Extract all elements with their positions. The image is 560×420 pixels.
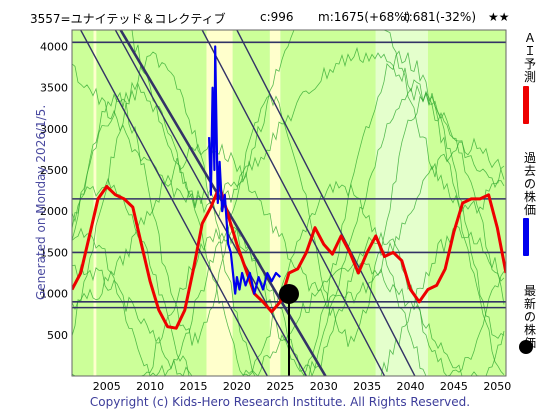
band — [269, 30, 281, 376]
latest-marker — [279, 283, 299, 376]
band — [427, 30, 506, 376]
max-value: m:1675(+68%) — [318, 10, 411, 24]
legend-latest-dot — [519, 340, 533, 354]
x-tick-label: 2030 — [310, 380, 338, 393]
band — [232, 30, 270, 376]
band — [96, 30, 207, 376]
x-tick-label: 2050 — [483, 380, 511, 393]
green-trace — [71, 137, 505, 311]
y-tick-label: 3000 — [40, 123, 68, 136]
x-tick-label: 2040 — [397, 380, 425, 393]
chart-title: 3557=ユナイテッド＆コレクティブ — [30, 12, 226, 26]
x-tick-label: 2035 — [353, 380, 381, 393]
legend-ai-label: ＡＩ予測 — [523, 31, 536, 84]
band — [93, 30, 97, 376]
min-value: t:681(-32%) — [404, 10, 477, 24]
x-tick-label: 2045 — [440, 380, 468, 393]
series-lines — [72, 45, 506, 330]
trend-line — [236, 30, 416, 376]
rating-stars: ★★ — [488, 10, 510, 24]
copyright: Copyright (c) Kids-Hero Research Institu… — [89, 395, 471, 409]
x-tick-label: 2010 — [136, 380, 164, 393]
band — [72, 30, 94, 376]
x-tick-label: 2015 — [180, 380, 208, 393]
y-tick-label: 500 — [47, 329, 68, 342]
green-trace — [72, 29, 505, 217]
y-tick-label: 1500 — [40, 246, 68, 259]
past-price-line — [208, 45, 282, 295]
legend-past-label: 過去の株価 — [523, 151, 536, 217]
axes: 2005 2010 2015 2020 2025 2030 2035 2040 2045 2050… — [40, 29, 511, 393]
y-tick-label: 2000 — [40, 205, 68, 218]
y-tick-label: 4000 — [40, 40, 68, 53]
legend-past-swatch — [523, 218, 529, 256]
latest-point — [279, 283, 299, 304]
trend-line — [80, 30, 268, 376]
x-tick-label: 2025 — [266, 380, 294, 393]
x-tick-label: 2005 — [93, 380, 121, 393]
trend-line — [201, 30, 386, 376]
green-trace — [71, 46, 505, 207]
y-tick-label: 3500 — [40, 82, 68, 95]
generated-date: Generated on Monday 2026/1/5. — [34, 104, 48, 300]
x-tick-label: 2020 — [223, 380, 251, 393]
y-tick-label: 2500 — [40, 164, 68, 177]
ai-forecast-line — [72, 185, 506, 330]
legend-ai-swatch — [523, 86, 529, 124]
close-value: c:996 — [260, 10, 294, 24]
y-tick-label: 1000 — [40, 288, 68, 301]
plot-frame — [71, 29, 507, 377]
background-bands — [72, 30, 506, 376]
trend-line — [114, 30, 307, 376]
